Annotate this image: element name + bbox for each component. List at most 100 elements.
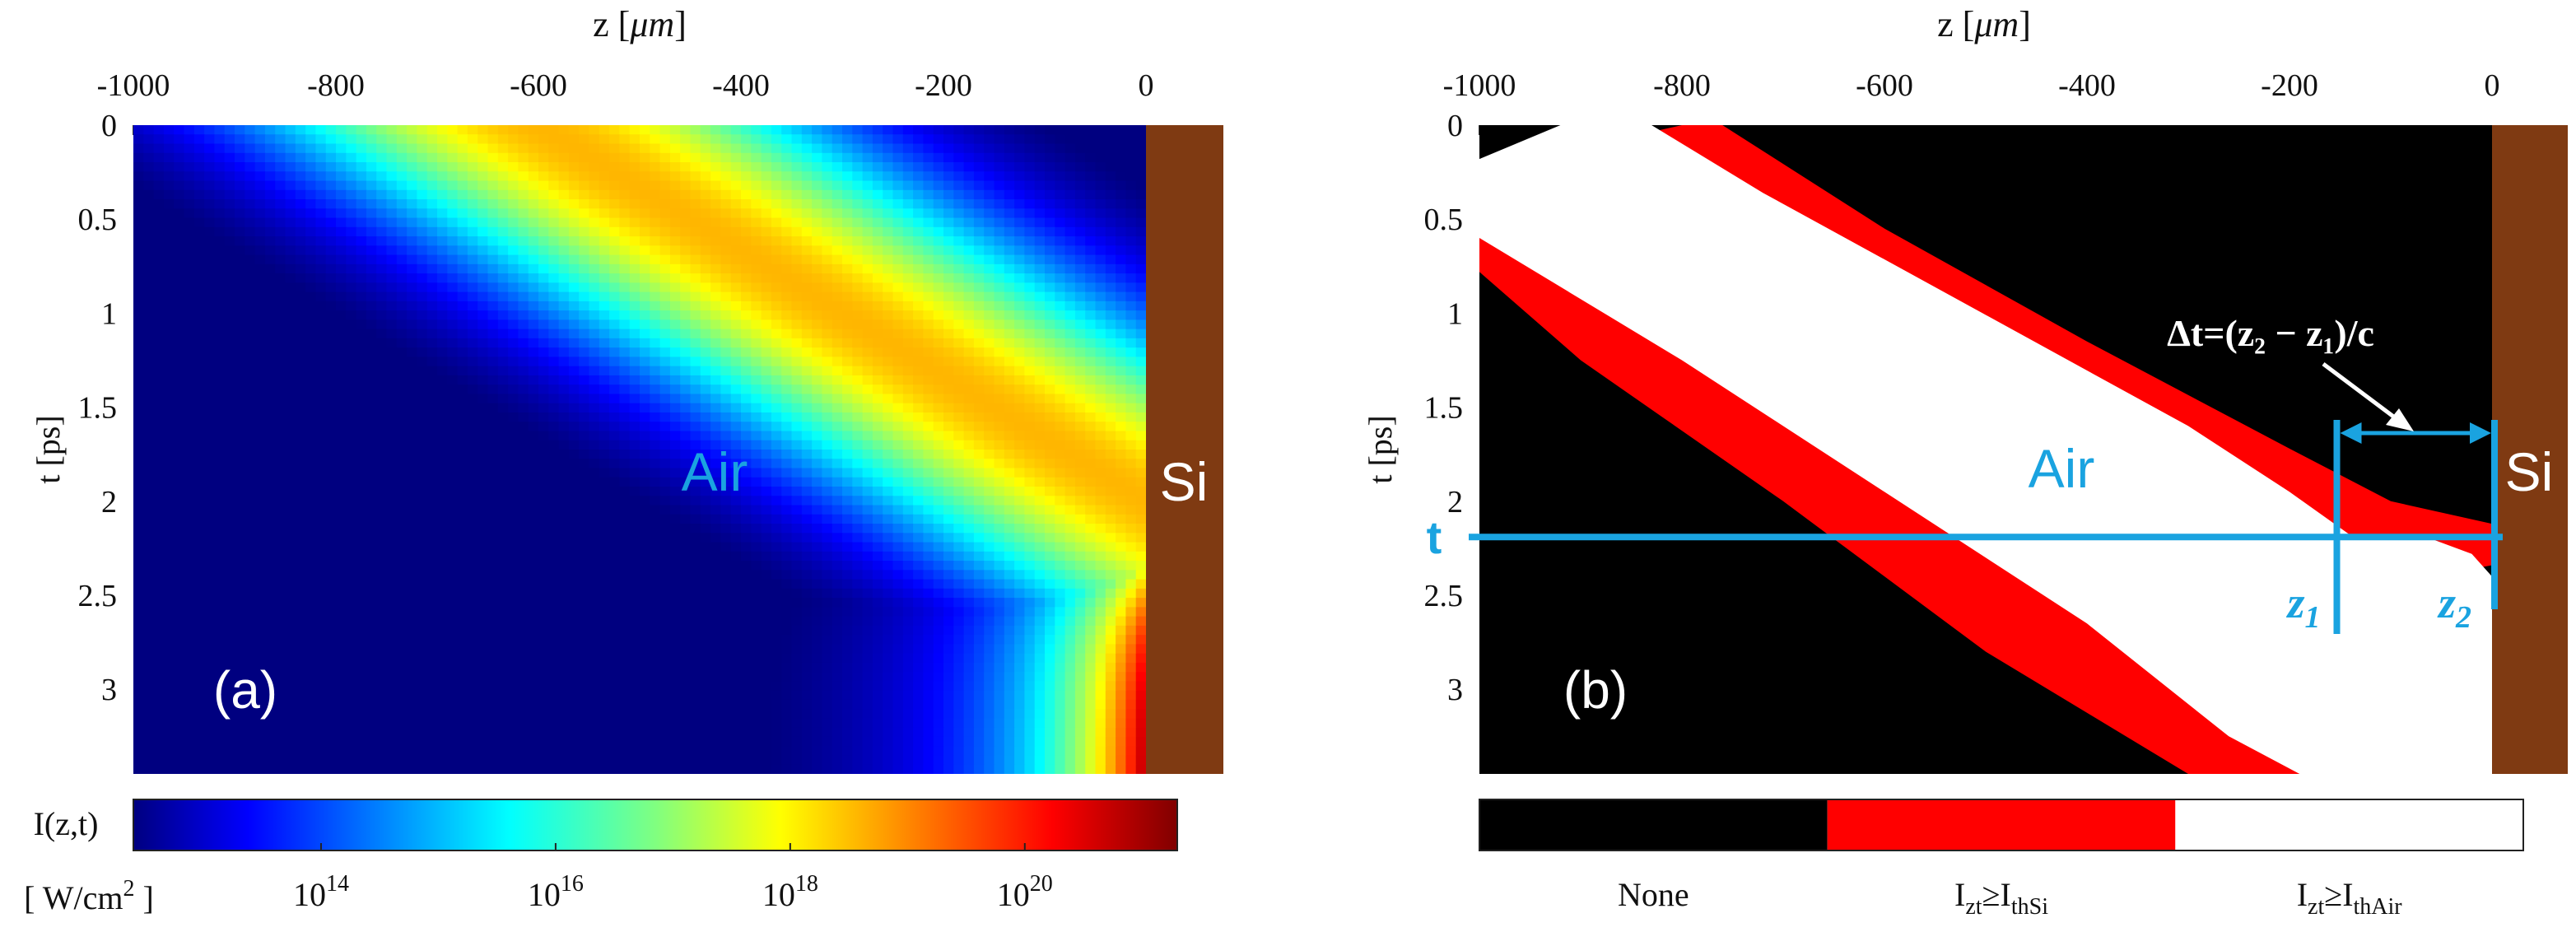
heatmap-cell <box>933 162 944 173</box>
heatmap-cell <box>963 384 975 395</box>
heatmap-cell <box>812 551 823 562</box>
heatmap-cell <box>235 338 246 348</box>
heatmap-cell <box>477 496 489 506</box>
heatmap-cell <box>1135 282 1146 293</box>
heatmap-cell <box>1034 208 1046 219</box>
heatmap-cell <box>680 180 692 191</box>
heatmap-cell <box>812 329 823 339</box>
heatmap-cell <box>295 505 306 515</box>
heatmap-cell <box>336 366 347 376</box>
heatmap-cell <box>831 384 843 395</box>
heatmap-cell <box>831 310 843 321</box>
heatmap-cell <box>892 152 904 163</box>
heatmap-cell <box>245 412 256 423</box>
heatmap-cell <box>447 561 459 571</box>
heatmap-cell <box>761 273 772 284</box>
heatmap-cell <box>761 561 772 571</box>
heatmap-cell <box>902 347 914 358</box>
heatmap-cell <box>963 263 975 274</box>
heatmap-cell <box>862 301 873 311</box>
heatmap-cell <box>862 496 873 506</box>
heatmap-cell <box>275 561 286 571</box>
heatmap-cell <box>1014 329 1026 339</box>
heatmap-cell <box>923 514 934 524</box>
heatmap-cell <box>579 542 590 552</box>
heatmap-cell <box>275 217 286 228</box>
heatmap-cell <box>376 236 388 247</box>
heatmap-cell <box>487 245 499 256</box>
heatmap-cell <box>1135 551 1146 562</box>
heatmap-cell <box>457 310 468 321</box>
heatmap-cell <box>801 162 813 173</box>
heatmap-cell <box>913 310 925 321</box>
heatmap-cell <box>1024 366 1036 376</box>
heatmap-cell <box>741 254 752 265</box>
heatmap-cell <box>143 533 155 543</box>
heatmap-cell <box>477 533 489 543</box>
heatmap-cell <box>305 143 317 154</box>
heatmap-cell <box>568 171 580 182</box>
heatmap-cell <box>508 254 519 265</box>
heatmap-cell <box>629 570 641 580</box>
heatmap-cell <box>174 134 185 145</box>
heatmap-cell <box>235 301 246 311</box>
heatmap-cell <box>589 468 600 478</box>
heatmap-cell <box>781 310 793 321</box>
heatmap-cell <box>892 282 904 293</box>
heatmap-cell <box>1116 143 1127 154</box>
heatmap-cell <box>1064 199 1076 210</box>
heatmap-cell <box>1074 561 1086 571</box>
heatmap-cell <box>1105 134 1116 145</box>
heatmap-cell <box>812 319 823 330</box>
heatmap-cell <box>659 143 671 154</box>
heatmap-cell <box>1045 143 1056 154</box>
heatmap-cell <box>275 282 286 293</box>
heatmap-cell <box>771 496 782 506</box>
heatmap-cell <box>1034 338 1046 348</box>
heatmap-cell <box>396 356 408 367</box>
heatmap-cell <box>285 134 296 145</box>
heatmap-cell <box>426 152 438 163</box>
heatmap-cell <box>518 217 529 228</box>
heatmap-cell <box>973 236 985 247</box>
heatmap-cell <box>892 319 904 330</box>
heatmap-cell <box>447 403 459 413</box>
heatmap-cell <box>407 329 418 339</box>
heatmap-cell <box>599 319 610 330</box>
heatmap-cell <box>315 199 327 210</box>
heatmap-cell <box>386 505 398 515</box>
heatmap-cell <box>629 496 641 506</box>
heatmap-cell <box>214 412 226 423</box>
heatmap-cell <box>629 254 641 265</box>
heatmap-cell <box>163 579 175 589</box>
heatmap-cell <box>346 561 357 571</box>
heatmap-cell <box>437 431 449 441</box>
heatmap-cell <box>781 514 793 524</box>
heatmap-cell <box>356 459 367 469</box>
heatmap-cell <box>1116 245 1127 256</box>
heatmap-cell <box>174 561 185 571</box>
heatmap-cell <box>214 570 226 580</box>
heatmap-cell <box>629 384 641 395</box>
heatmap-cell <box>153 533 165 543</box>
heatmap-cell <box>568 319 580 330</box>
heatmap-cell <box>852 477 864 487</box>
heatmap-cell <box>1085 375 1097 385</box>
heatmap-cell <box>599 570 610 580</box>
heatmap-cell <box>305 310 317 321</box>
heatmap-cell <box>791 291 803 302</box>
heatmap-cell <box>650 356 661 367</box>
heatmap-cell <box>467 208 478 219</box>
heatmap-cell <box>872 291 883 302</box>
heatmap-cell <box>518 579 529 589</box>
heatmap-cell <box>669 459 681 469</box>
heatmap-cell <box>710 245 722 256</box>
heatmap-cell <box>892 412 904 423</box>
heatmap-cell <box>812 310 823 321</box>
heatmap-cell <box>883 152 894 163</box>
heatmap-cell <box>426 125 438 136</box>
heatmap-cell <box>315 319 327 330</box>
heatmap-cell <box>426 199 438 210</box>
heatmap-cell <box>143 134 155 145</box>
heatmap-cell <box>690 152 701 163</box>
